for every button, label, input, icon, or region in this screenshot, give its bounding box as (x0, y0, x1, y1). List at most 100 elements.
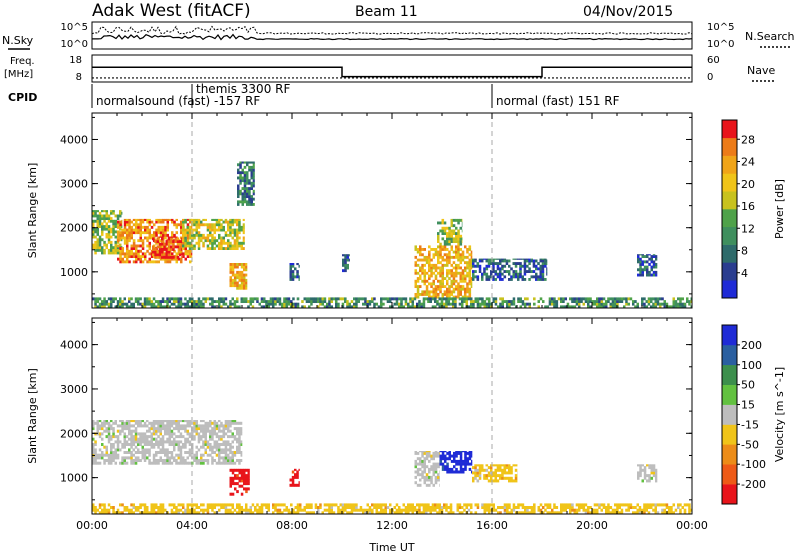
scatter-cell (385, 506, 388, 509)
scatter-cell (216, 462, 219, 465)
scatter-cell (196, 446, 199, 449)
scatter-cell (236, 482, 239, 485)
scatter-cell (164, 219, 167, 221)
scatter-cell (149, 231, 152, 234)
scatter-cell (421, 452, 424, 455)
scatter-cell (519, 273, 522, 276)
scatter-cell (218, 459, 221, 462)
scatter-cell (172, 245, 175, 248)
scatter-cell (533, 260, 536, 263)
scatter-cell (417, 468, 420, 471)
scatter-cell (421, 269, 424, 272)
scatter-cell (292, 471, 295, 474)
scatter-cell (131, 231, 134, 234)
scatter-cell (446, 243, 449, 246)
scatter-cell (146, 438, 149, 441)
scatter-cell (576, 509, 579, 512)
scatter-cell (455, 235, 458, 238)
scatter-cell (644, 469, 647, 472)
scatter-cell (214, 430, 217, 433)
scatter-cell (446, 275, 449, 278)
scatter-cell (227, 242, 230, 245)
scatter-cell (97, 422, 100, 425)
scatter-cell (594, 303, 597, 306)
scatter-cell (198, 297, 201, 300)
scatter-cell (583, 506, 586, 509)
scatter-cell (128, 250, 131, 253)
scatter-cell (196, 459, 199, 462)
scatter-cell (248, 162, 251, 164)
scatter-cell (162, 234, 165, 237)
scatter-cell (225, 427, 228, 430)
scatter-cell (151, 260, 154, 263)
scatter-cell (137, 223, 140, 226)
scatter-cell (546, 260, 547, 263)
scatter-cell (439, 248, 442, 251)
scatter-cell (419, 468, 422, 471)
scatter-cell (148, 435, 151, 438)
scatter-cell (157, 240, 160, 243)
colorbar-segment (722, 245, 737, 263)
scatter-cell (439, 503, 442, 506)
scatter-cell (506, 471, 509, 474)
scatter-cell (542, 270, 545, 273)
scatter-cell (655, 271, 657, 274)
scatter-cell (415, 452, 418, 455)
scatter-cell (167, 223, 170, 226)
scatter-cell (419, 484, 422, 487)
scatter-cell (426, 256, 429, 259)
scatter-cell (214, 506, 217, 509)
scatter-cell (193, 221, 196, 224)
scatter-cell (108, 454, 111, 457)
scatter-cell (106, 451, 109, 454)
scatter-cell (469, 451, 472, 452)
scatter-cell (437, 452, 440, 455)
scatter-cell (243, 479, 246, 482)
scatter-cell (97, 454, 100, 457)
scatter-cell (444, 285, 447, 288)
scatter-cell (639, 266, 642, 269)
colorbar-segment (722, 385, 737, 405)
scatter-cell (137, 432, 140, 435)
scatter-cell (176, 223, 179, 226)
scatter-cell (232, 231, 235, 234)
scatter-cell (169, 219, 172, 221)
scatter-cell (632, 300, 635, 303)
scatter-cell (244, 192, 247, 195)
scatter-cell (444, 222, 447, 225)
scatter-cell (469, 248, 472, 251)
scatter-cell (162, 226, 165, 229)
scatter-cell (268, 503, 271, 506)
scatter-cell (178, 446, 181, 449)
scatter-cell (442, 264, 445, 267)
scatter-cell (182, 456, 185, 459)
scatter-cell (533, 275, 536, 278)
scatter-cell (646, 503, 649, 506)
scatter-cell (495, 474, 498, 477)
scatter-cell (583, 303, 586, 306)
scatter-cell (110, 424, 113, 427)
scatter-cell (196, 422, 199, 425)
scatter-cell (94, 443, 97, 446)
scatter-cell (448, 506, 451, 509)
scatter-cell (601, 503, 604, 506)
scatter-cell (423, 297, 426, 300)
scatter-cell (412, 509, 415, 512)
scatter-cell (225, 440, 228, 443)
scatter-cell (515, 464, 518, 466)
scatter-cell (453, 452, 456, 455)
scatter-cell (474, 260, 477, 263)
scatter-cell (243, 284, 246, 287)
scatter-cell (481, 469, 484, 472)
scatter-cell (510, 479, 513, 482)
scatter-cell (207, 237, 210, 240)
scatter-cell (460, 468, 463, 471)
scatter-cell (657, 503, 660, 506)
scatter-cell (437, 293, 440, 296)
scatter-cell (290, 265, 293, 268)
scatter-cell (137, 258, 140, 261)
scatter-cell (218, 229, 221, 232)
scatter-cell (216, 229, 219, 232)
scatter-cell (515, 506, 518, 509)
scatter-cells (92, 420, 692, 514)
